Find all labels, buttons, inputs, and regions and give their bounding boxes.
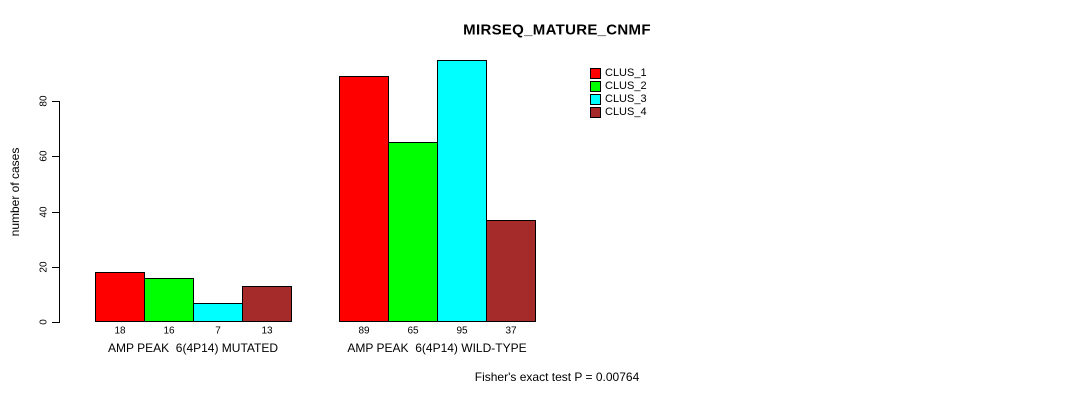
legend-label: CLUS_1 xyxy=(605,67,647,79)
bar-value-label: 7 xyxy=(215,325,221,337)
legend-swatch-clus_3 xyxy=(590,94,601,105)
bar-clus_1 xyxy=(95,272,145,322)
y-tick-mark xyxy=(52,211,59,213)
fisher-test-annotation: Fisher's exact test P = 0.00764 xyxy=(474,370,640,384)
legend-swatch-clus_2 xyxy=(590,81,601,92)
bar-clus_3 xyxy=(193,303,243,322)
y-tick-label: 40 xyxy=(38,205,50,218)
y-tick-mark xyxy=(52,156,59,158)
legend-label: CLUS_4 xyxy=(605,106,647,118)
category-label: AMP PEAK 6(4P14) WILD-TYPE xyxy=(347,341,527,355)
legend-label: CLUS_3 xyxy=(605,93,647,105)
bar-clus_1 xyxy=(339,76,389,322)
y-tick-label: 80 xyxy=(38,95,50,107)
y-axis-label: number of cases xyxy=(8,147,22,237)
bar-value-label: 37 xyxy=(505,325,517,337)
legend-swatch-clus_4 xyxy=(590,107,601,118)
legend-item-clus_4: CLUS_4 xyxy=(590,106,647,119)
bar-clus_4 xyxy=(486,220,536,322)
legend-label: CLUS_2 xyxy=(605,80,647,92)
bar-value-label: 13 xyxy=(261,325,273,337)
legend: CLUS_1 CLUS_2 CLUS_3 CLUS_4 xyxy=(590,67,647,119)
bar-clus_2 xyxy=(144,278,194,322)
legend-item-clus_1: CLUS_1 xyxy=(590,67,647,80)
y-tick-label: 0 xyxy=(38,319,50,325)
y-tick-mark xyxy=(52,101,59,102)
y-axis-line xyxy=(59,101,60,323)
y-tick-mark xyxy=(52,322,59,323)
bar-value-label: 89 xyxy=(358,325,370,337)
bar-value-label: 65 xyxy=(407,325,419,337)
bar-value-label: 95 xyxy=(456,325,468,337)
bar-clus_3 xyxy=(437,60,487,322)
y-tick-label: 20 xyxy=(38,261,50,273)
legend-item-clus_3: CLUS_3 xyxy=(590,93,647,106)
legend-item-clus_2: CLUS_2 xyxy=(590,80,647,93)
y-tick-label: 60 xyxy=(38,150,50,162)
category-label: AMP PEAK 6(4P14) MUTATED xyxy=(107,341,279,355)
chart-title: MIRSEQ_MATURE_CNMF xyxy=(463,21,651,39)
legend-swatch-clus_1 xyxy=(590,68,601,79)
bar-value-label: 18 xyxy=(114,325,126,337)
y-tick-mark xyxy=(52,266,59,268)
bar-clus_4 xyxy=(242,286,292,322)
bar-clus_2 xyxy=(388,142,438,322)
bar-value-label: 16 xyxy=(163,325,175,337)
